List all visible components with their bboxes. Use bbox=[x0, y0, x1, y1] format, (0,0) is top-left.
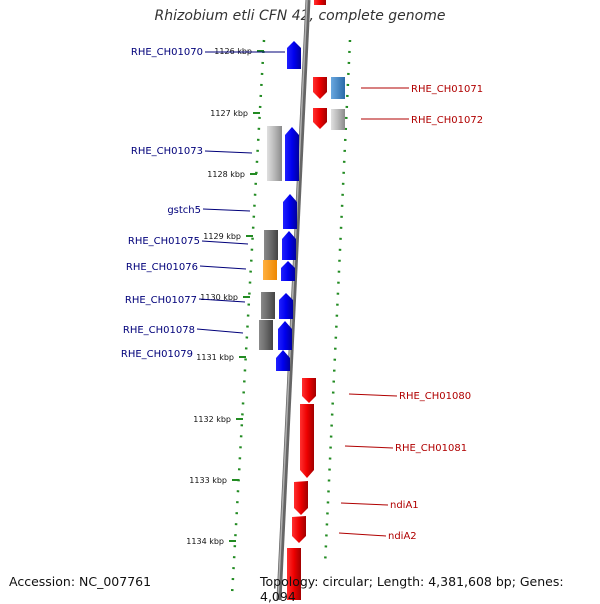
label-leaders bbox=[196, 51, 409, 537]
tick-label: 1131 kbp bbox=[196, 353, 234, 362]
leader-line bbox=[201, 240, 249, 245]
leader-line bbox=[348, 393, 398, 397]
tick-label: 1127 kbp bbox=[210, 109, 248, 118]
leader-line bbox=[196, 328, 244, 334]
gene-label-rhe_ch01079[interactable]: RHE_CH01079 bbox=[121, 349, 193, 360]
gene-label-ndia1[interactable]: ndiA1 bbox=[390, 500, 419, 511]
map-title: Rhizobium etli CFN 42, complete genome bbox=[154, 8, 446, 24]
gene-label-rhe_ch01073[interactable]: RHE_CH01073 bbox=[131, 146, 203, 157]
gene-label-gstch5[interactable]: gstch5 bbox=[167, 205, 201, 216]
gene-label-rhe_ch01071[interactable]: RHE_CH01071 bbox=[411, 84, 483, 95]
gene-label-rhe_ch01077[interactable]: RHE_CH01077 bbox=[125, 295, 197, 306]
gene-label-rhe_ch01072[interactable]: RHE_CH01072 bbox=[411, 115, 483, 126]
tick-label: 1133 kbp bbox=[189, 476, 227, 485]
gene-label-rhe_ch01076[interactable]: RHE_CH01076 bbox=[126, 262, 198, 273]
tick-label: 1129 kbp bbox=[203, 232, 241, 241]
leader-line bbox=[344, 445, 394, 449]
gene-label-rhe_ch01078[interactable]: RHE_CH01078 bbox=[123, 325, 195, 336]
leader-line bbox=[198, 298, 246, 303]
tick-label: 1132 kbp bbox=[193, 415, 231, 424]
feature-track bbox=[259, 0, 345, 600]
gene-labels: RHE_CH01070 RHE_CH01071 RHE_CH01072 RHE_CH0… bbox=[121, 47, 483, 542]
tick-label: 1128 kbp bbox=[207, 170, 245, 179]
guide-rings bbox=[230, 39, 352, 596]
gene-label-rhe_ch01075[interactable]: RHE_CH01075 bbox=[128, 236, 200, 247]
leader-line bbox=[340, 502, 389, 506]
tick-label: 1134 kbp bbox=[186, 537, 224, 546]
leader-line bbox=[202, 208, 251, 212]
leader-line bbox=[204, 150, 253, 154]
gene-label-rhe_ch01081[interactable]: RHE_CH01081 bbox=[395, 443, 467, 454]
accession-text: Accession: NC_007761 bbox=[9, 574, 152, 589]
leader-line bbox=[338, 532, 387, 537]
leader-line bbox=[199, 265, 247, 270]
tick-label: 1130 kbp bbox=[200, 293, 238, 302]
gene-label-rhe_ch01070[interactable]: RHE_CH01070 bbox=[131, 47, 203, 58]
gene-label-rhe_ch01080[interactable]: RHE_CH01080 bbox=[399, 391, 471, 402]
gene-label-ndia2[interactable]: ndiA2 bbox=[388, 531, 417, 542]
